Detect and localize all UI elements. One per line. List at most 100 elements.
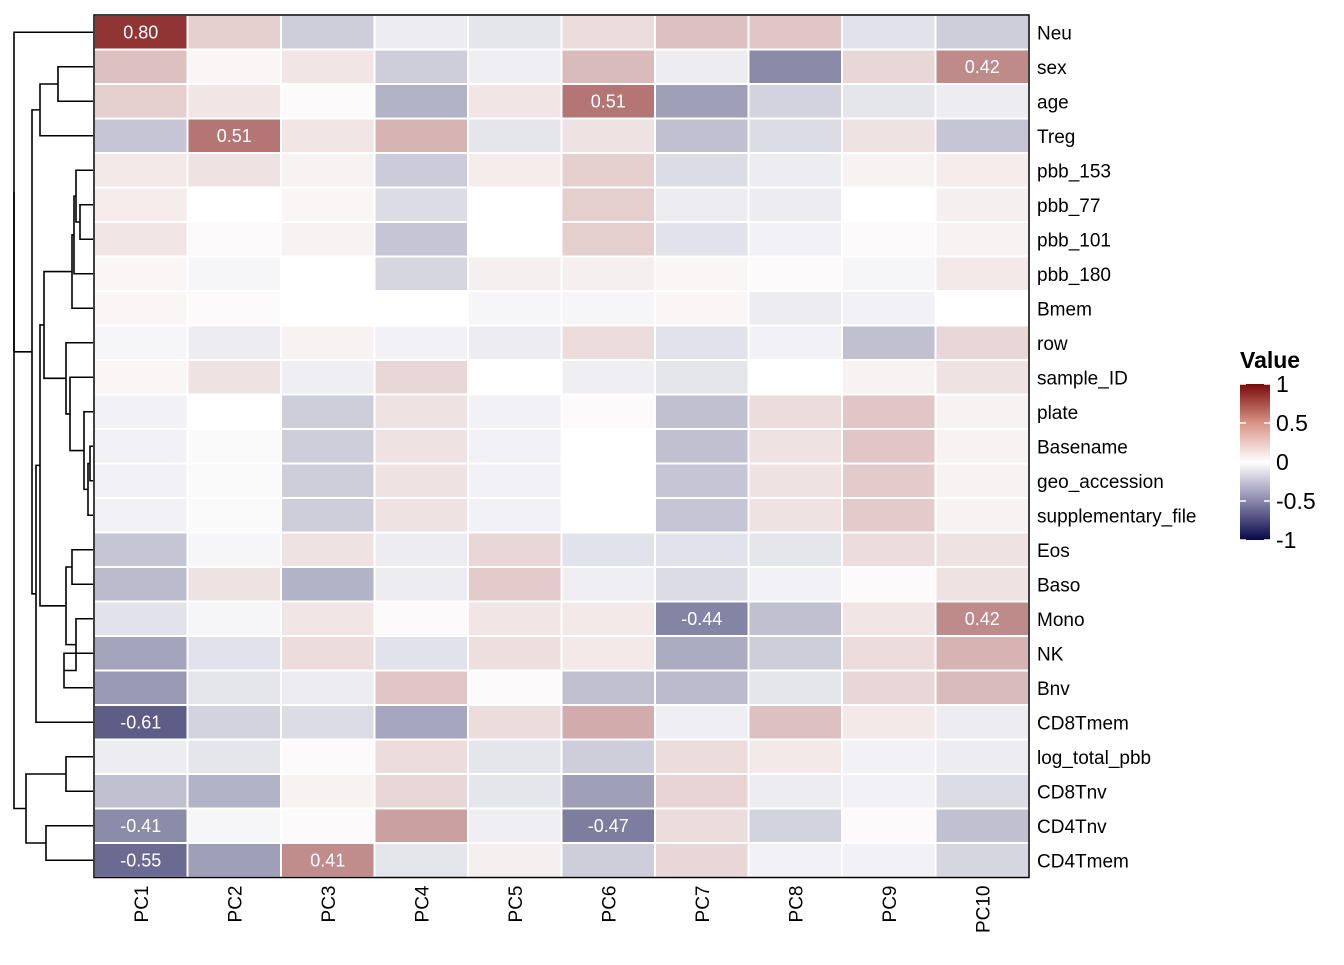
legend-tick-label: 0.5 [1276,410,1308,436]
heatmap-cell [280,497,376,534]
heatmap-cell [373,738,469,775]
heatmap-cell [841,738,937,775]
heatmap-cell [186,117,282,154]
heatmap-cell [467,255,563,292]
heatmap-cell [841,428,937,465]
heatmap-cell [747,290,843,327]
heatmap-cell [560,14,656,51]
heatmap-cell [93,83,189,120]
dendrogram-branch [65,755,94,793]
heatmap-cell [93,428,189,465]
heatmap-cell [560,324,656,361]
heatmap-cell [280,807,376,844]
heatmap-cell [280,600,376,637]
heatmap-cell [654,14,750,51]
heatmap-cell [560,704,656,741]
heatmap-cell [934,566,1030,603]
heatmap-cell [841,359,937,396]
heatmap-cell [841,393,937,430]
row-label: Neu [1037,23,1072,44]
cell-value-label: -0.44 [681,609,722,629]
heatmap-cell [280,773,376,810]
heatmap-cell [654,186,750,223]
heatmap-cell [186,152,282,189]
heatmap-cell [934,14,1030,51]
row-label: pbb_180 [1037,265,1111,286]
heatmap-cell [841,48,937,85]
heatmap-cell [373,221,469,258]
row-label: Basename [1037,437,1128,458]
heatmap-cell [747,324,843,361]
heatmap-cell [373,635,469,672]
heatmap-cell [560,83,656,120]
heatmap-cell [373,704,469,741]
heatmap-cell [467,221,563,258]
heatmap-cell [747,359,843,396]
heatmap-cell [934,669,1030,706]
heatmap-cell [747,462,843,499]
heatmap-cell [654,531,750,568]
heatmap-cell [934,290,1030,327]
heatmap-cells [93,14,1030,879]
dendrogram-branch [71,234,94,310]
heatmap-cell [467,669,563,706]
row-label: NK [1037,644,1064,665]
heatmap-cell [186,497,282,534]
heatmap-cell [560,497,656,534]
heatmap-cell [654,393,750,430]
dendrogram-branch [71,548,94,586]
heatmap-cell [280,531,376,568]
heatmap-cell [186,566,282,603]
heatmap-cell [654,359,750,396]
heatmap-cell [373,14,469,51]
cell-value-label: -0.41 [120,816,161,836]
heatmap-cell [747,152,843,189]
heatmap-cell [373,497,469,534]
heatmap-cell [186,393,282,430]
heatmap-cell [841,83,937,120]
heatmap-cell [654,83,750,120]
heatmap-cell [654,807,750,844]
heatmap-cell [747,807,843,844]
heatmap-cell [934,531,1030,568]
row-label: Bmem [1037,299,1092,320]
cell-value-label: 0.42 [965,57,1000,77]
heatmap-cell [186,290,282,327]
heatmap-cell [934,807,1030,844]
column-label: PC6 [599,886,620,923]
heatmap-cell [280,566,376,603]
heatmap-cell [654,324,750,361]
heatmap-cell [93,359,189,396]
heatmap-cell [373,566,469,603]
dendrogram-branch [13,192,26,810]
heatmap-cell [934,83,1030,120]
row-label: pbb_77 [1037,196,1100,217]
heatmap-cell [186,842,282,879]
heatmap-cell [654,48,750,85]
heatmap-cell [467,428,563,465]
legend-ticks: 1 0.5 0 -0.5 -1 [1240,371,1316,553]
heatmap-cell [654,842,750,879]
heatmap-cell [934,221,1030,258]
column-label: PC2 [225,886,246,923]
heatmap-cell [280,359,376,396]
heatmap-cell [93,290,189,327]
heatmap-cell [467,842,563,879]
heatmap-cell [93,117,189,154]
heatmap-cell [841,152,937,189]
heatmap-cell [934,48,1030,85]
heatmap-cell [841,531,937,568]
heatmap-cell [560,842,656,879]
row-label: Treg [1037,127,1075,148]
heatmap-cell [93,635,189,672]
heatmap-cell [186,359,282,396]
heatmap-cell [560,117,656,154]
heatmap-cell [747,669,843,706]
heatmap-cell [841,462,937,499]
heatmap-cell [93,738,189,775]
heatmap-cell [560,290,656,327]
row-label: pbb_153 [1037,161,1111,182]
heatmap-cell [747,14,843,51]
row-label: sample_ID [1037,368,1128,389]
